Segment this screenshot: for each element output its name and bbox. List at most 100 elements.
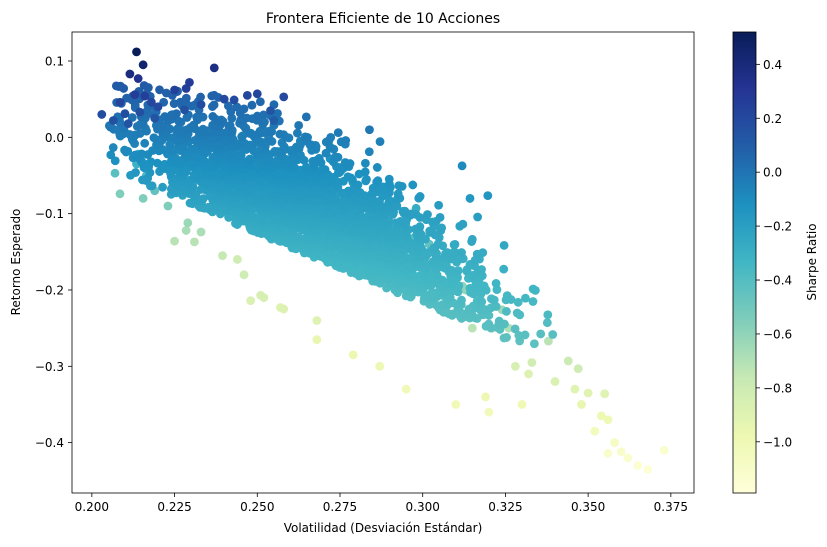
scatter-point [198, 194, 208, 203]
scatter-point [294, 232, 303, 241]
scatter-point [139, 81, 149, 90]
scatter-point [401, 384, 411, 394]
scatter-point [415, 192, 425, 201]
scatter-point [360, 158, 370, 168]
scatter-point [185, 77, 194, 87]
scatter-point [115, 189, 125, 199]
scatter-point [348, 350, 358, 360]
scatter-point [477, 265, 486, 274]
scatter-point [400, 206, 410, 216]
y-tick-label: −0.4 [35, 436, 64, 450]
scatter-point [279, 304, 289, 314]
scatter-point [473, 212, 483, 222]
scatter-point [165, 140, 175, 149]
scatter-point [266, 106, 275, 116]
scatter-point [483, 191, 493, 201]
scatter-point [484, 407, 494, 417]
x-axis-label: Volatilidad (Desviación Estándar) [284, 521, 483, 535]
scatter-point [181, 226, 191, 235]
scatter-point [180, 105, 189, 115]
scatter-point [108, 116, 118, 125]
y-tick-label: 0.1 [45, 55, 64, 69]
scatter-point [155, 85, 164, 95]
scatter-point [174, 116, 183, 126]
scatter-point [300, 132, 310, 142]
scatter-point [196, 92, 205, 102]
scatter-point [449, 247, 459, 257]
scatter-point [415, 222, 425, 231]
scatter-point [544, 336, 553, 346]
scatter-point [259, 110, 268, 120]
scatter-point [296, 140, 305, 150]
scatter-point [453, 266, 463, 276]
scatter-point [502, 306, 511, 316]
scatter-point [172, 109, 181, 118]
scatter-point [340, 158, 350, 167]
scatter-point [138, 193, 148, 203]
scatter-point [196, 100, 206, 109]
scatter-point [528, 284, 538, 294]
colorbar-tick-label: −1.0 [763, 435, 792, 449]
scatter-point [192, 112, 202, 122]
scatter-point [365, 125, 374, 135]
scatter-point [457, 248, 466, 257]
scatter-point [393, 189, 403, 199]
scatter-point [570, 384, 580, 394]
scatter-point [528, 297, 538, 306]
scatter-point [499, 264, 509, 274]
scatter-point [494, 316, 504, 326]
scatter-point [137, 149, 147, 159]
colorbar-tick-label: 0.4 [763, 58, 782, 72]
scatter-point [583, 388, 593, 398]
scatter-point [111, 81, 121, 91]
y-tick-label: −0.1 [35, 207, 64, 221]
scatter-point [360, 167, 370, 177]
scatter-point [125, 69, 135, 79]
scatter-point [394, 181, 404, 191]
scatter-point [301, 162, 311, 172]
scatter-point [321, 148, 331, 158]
scatter-point [314, 153, 324, 163]
scatter-point [384, 174, 394, 184]
scatter-point [603, 448, 613, 458]
scatter-point [150, 113, 160, 123]
plot-frame [71, 31, 695, 494]
colorbar-tick-label: 0.2 [763, 112, 782, 126]
colorbar-tick-label: 0.0 [763, 166, 782, 180]
scatter-point [120, 145, 129, 155]
scatter-point [411, 203, 421, 213]
scatter-point [123, 119, 133, 128]
scatter-point [259, 293, 269, 303]
scatter-point [543, 310, 553, 320]
scatter-point [514, 330, 524, 340]
scatter-point [163, 201, 173, 211]
scatter-point [252, 89, 262, 99]
scatter-point [478, 248, 488, 257]
x-tick-label: 0.350 [571, 500, 605, 514]
scatter-point [247, 100, 257, 110]
scatter-point [450, 239, 460, 249]
scatter-point [275, 129, 285, 139]
scatter-point [457, 295, 466, 305]
scatter-point [132, 47, 141, 57]
x-tick-label: 0.325 [488, 500, 522, 514]
scatter-point [465, 194, 475, 203]
scatter-point [502, 333, 511, 342]
scatter-point [312, 335, 322, 344]
scatter-point [227, 113, 237, 123]
scatter-point [484, 319, 494, 329]
scatter-point [337, 196, 347, 206]
colorbar-tick-label: −0.6 [763, 327, 792, 341]
scatter-point [362, 174, 371, 184]
scatter-point [97, 110, 107, 119]
scatter-point [106, 150, 116, 160]
scatter-point [198, 124, 208, 134]
scatter-point [616, 447, 626, 457]
scatter-point [458, 219, 468, 229]
scatter-point [208, 112, 218, 121]
scatter-point [527, 358, 537, 367]
scatter-points [97, 47, 669, 474]
scatter-point [239, 270, 249, 280]
chart-title: Frontera Eficiente de 10 Acciones [266, 11, 500, 27]
scatter-point [190, 237, 199, 247]
